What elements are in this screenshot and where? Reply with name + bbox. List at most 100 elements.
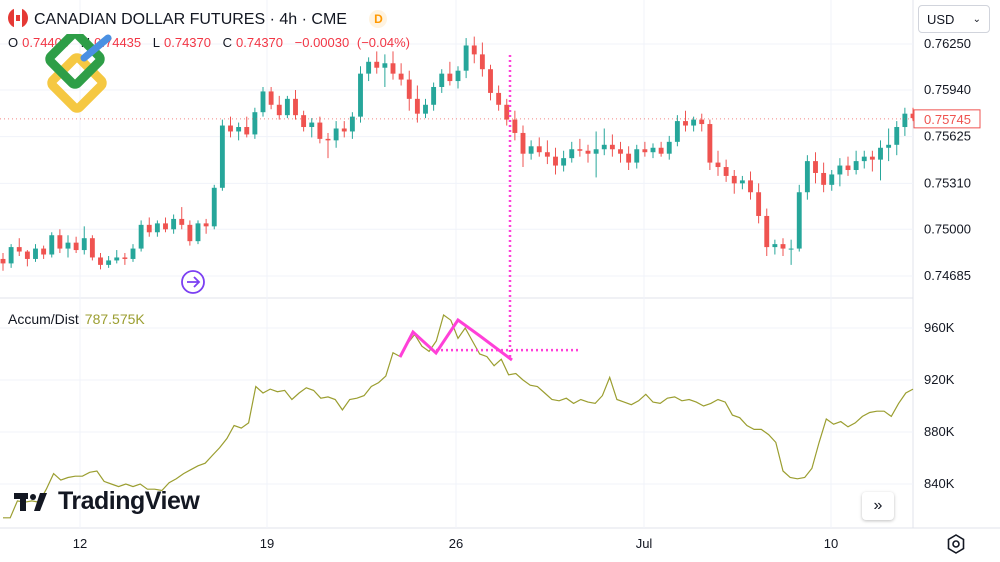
candle-body [772,244,778,248]
candle-body [228,125,233,132]
candle-body [98,257,103,265]
price-tick-label: 0.75000 [924,221,971,236]
time-tick-label: 12 [73,536,87,551]
price-tick-label: 0.75625 [924,129,971,144]
candle-body [252,112,258,135]
candle-body [276,104,282,116]
separator: · [269,11,275,28]
low-label: L [152,35,160,50]
candle-body [423,104,428,114]
candle-body [211,187,217,227]
candle-body [780,244,786,249]
candle-body [520,132,526,154]
candle-body [910,113,916,119]
candle-body [723,167,729,176]
candle-body [301,115,307,128]
candle-body [748,180,753,193]
close-label: C [222,35,233,50]
indicator-value: 787.575K [84,311,145,327]
change-value: −0.00030 [294,35,350,50]
candle-body [504,104,510,120]
indicator-legend[interactable]: Accum/Dist 787.575K [8,311,145,327]
separator: · [301,11,307,28]
ad-tick-label: 840K [924,476,955,491]
candle-body [601,144,607,150]
candle-body [683,121,688,126]
candle-body [471,45,477,55]
candle-body [16,247,22,252]
candle-body [293,98,298,116]
candle-body [488,69,493,93]
candle-body [561,158,567,166]
candle-body [309,122,315,128]
candle-body [203,223,209,227]
candle-body [715,162,721,168]
time-tick-label: 10 [824,536,838,551]
interval-label[interactable]: 4h [279,11,298,28]
candle-body [585,150,591,154]
candle-body [479,54,485,70]
settings-gear-icon[interactable] [945,533,967,555]
candle-body [731,175,737,184]
scroll-to-realtime-button[interactable]: » [862,492,894,520]
candle-body [130,248,136,259]
candle-body [821,172,827,185]
ad-tick-label: 960K [924,320,955,335]
candle-body [496,92,502,105]
candle-body [455,70,461,82]
candle-body [268,91,274,105]
candle-body [333,128,339,141]
candle-body [187,224,193,242]
symbol-name[interactable]: CANADIAN DOLLAR FUTURES [34,11,266,28]
price-tick-label: 0.75940 [924,82,971,97]
candle-body [845,165,851,171]
candle-body [837,165,843,175]
candle-body [179,218,185,225]
ad-tick-label: 880K [924,424,955,439]
candle-body [41,248,47,255]
candle-body [609,144,615,150]
delayed-data-badge[interactable]: D [369,10,388,28]
candle-body [33,248,38,259]
candle-body [163,223,168,230]
currency-selector[interactable]: USD ⌄ [918,5,990,33]
candle-body [0,258,6,264]
candle-body [390,63,396,74]
axes: 0.76250 0.75940 0.75625 0.75310 0.75000 0.746… [0,36,981,551]
candle-body [553,156,558,166]
candle-body [804,161,810,193]
candle-body [853,161,859,171]
chart-header: CANADIAN DOLLAR FUTURES · 4h · CME D [8,8,388,29]
grid-lines [0,0,1000,529]
candle-body [284,98,290,116]
last-price-label: 0.75745 [924,112,971,127]
candle-body [764,215,770,248]
candle-body [414,98,420,114]
replay-arrow-icon [187,276,201,288]
candle-body [707,124,713,163]
time-tick-label: Jul [636,536,653,551]
candle-body [528,146,534,154]
candle-body [813,161,818,173]
candle-body [869,156,875,160]
candle-body [358,73,363,117]
time-tick-label: 19 [260,536,274,551]
last-price-box [913,109,981,129]
candle-body [138,224,144,249]
candle-body [431,86,437,105]
price-candles [0,36,916,271]
chevron-down-icon: ⌄ [972,14,981,25]
candle-body [569,149,575,159]
candle-body [658,147,664,154]
candle-body [195,223,201,242]
candle-body [642,149,648,153]
candle-body [171,218,177,230]
candle-body [374,61,380,68]
candle-body [691,119,697,126]
open-label: O [8,35,19,50]
canada-flag-icon [8,8,28,28]
tradingview-logo[interactable]: TradingView [14,487,200,516]
candle-body [796,192,802,249]
price-tick-label: 0.76250 [924,36,971,51]
